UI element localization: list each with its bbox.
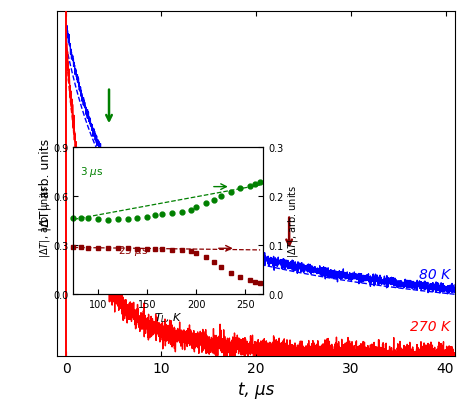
Text: 270 K: 270 K [410, 319, 450, 333]
Y-axis label: |ΔT|, arb. units: |ΔT|, arb. units [38, 138, 51, 230]
Y-axis label: $|\Delta T|$, arb. units: $|\Delta T|$, arb. units [286, 184, 300, 257]
Text: 3 $\mu$s: 3 $\mu$s [81, 165, 104, 179]
X-axis label: t, μs: t, μs [238, 380, 274, 398]
X-axis label: $T_L$, K: $T_L$, K [154, 311, 182, 324]
Y-axis label: $|\Delta T|$, arb. units: $|\Delta T|$, arb. units [38, 184, 52, 257]
Text: 25 $\mu$s: 25 $\mu$s [118, 244, 148, 258]
Text: 80 K: 80 K [419, 267, 450, 281]
